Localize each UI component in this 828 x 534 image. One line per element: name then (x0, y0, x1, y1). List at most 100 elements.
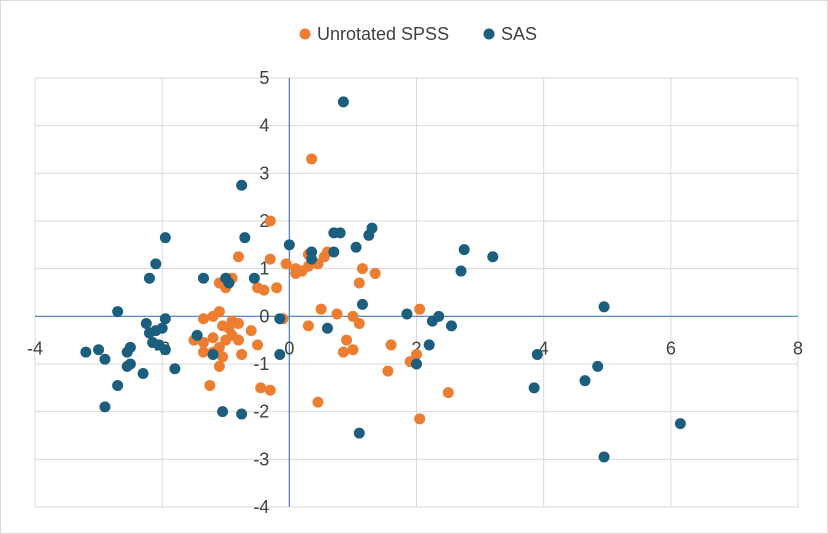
x-tick-label-neg4: -4 (27, 338, 43, 358)
data-point (99, 353, 111, 365)
data-point (445, 320, 457, 332)
y-tick-label-neg1: -1 (253, 354, 269, 374)
data-point (312, 396, 324, 408)
data-point (112, 379, 124, 391)
data-point (353, 427, 365, 439)
data-point (328, 246, 340, 258)
data-point (353, 317, 365, 329)
data-point (414, 303, 426, 315)
data-point (423, 339, 435, 351)
data-point (204, 379, 216, 391)
data-point (331, 308, 343, 320)
data-point (264, 253, 276, 265)
data-point (137, 368, 149, 380)
data-point (283, 239, 295, 251)
data-point (258, 284, 270, 296)
data-point (255, 382, 267, 394)
data-point (290, 267, 302, 279)
data-point (426, 315, 438, 327)
data-point (334, 227, 346, 239)
data-point (121, 346, 133, 358)
data-point (197, 313, 209, 325)
data-point (140, 317, 152, 329)
data-point (264, 215, 276, 227)
legend-marker-sas (483, 28, 495, 40)
legend-label-sas: SAS (501, 24, 537, 44)
y-tick-label-4: 4 (259, 116, 269, 136)
y-tick-label-5: 5 (259, 68, 269, 88)
data-point (356, 298, 368, 310)
x-tick-label-4: 4 (539, 338, 549, 358)
data-point (274, 313, 286, 325)
data-point (306, 153, 318, 165)
data-point (337, 96, 349, 108)
y-tick-label-2: 2 (259, 211, 269, 231)
data-point (347, 344, 359, 356)
y-tick-label-neg3: -3 (253, 449, 269, 469)
data-point (363, 229, 375, 241)
data-point (80, 346, 92, 358)
y-tick-label-3: 3 (259, 163, 269, 183)
data-point (337, 346, 349, 358)
data-point (487, 251, 499, 263)
data-point (411, 358, 422, 370)
y-tick-label-0: 0 (259, 306, 269, 326)
data-point (321, 322, 333, 334)
data-point (592, 360, 604, 372)
data-point (191, 329, 203, 341)
data-point (442, 387, 454, 399)
data-point (245, 325, 257, 337)
data-point (217, 406, 229, 418)
data-point (414, 413, 426, 425)
data-point (99, 401, 111, 413)
data-point (674, 418, 686, 430)
data-point (207, 310, 219, 322)
data-point (382, 365, 394, 377)
data-point (207, 348, 219, 360)
data-point (598, 451, 610, 463)
legend-label-unrotated-spss: Unrotated SPSS (317, 24, 449, 44)
data-point (356, 263, 368, 275)
data-point (156, 322, 168, 334)
data-point (159, 232, 171, 244)
data-point (280, 258, 292, 270)
data-point (236, 179, 248, 191)
data-point (528, 382, 540, 394)
legend-marker-unrotated-spss (299, 28, 311, 40)
data-point (232, 334, 244, 346)
data-points (80, 96, 686, 463)
data-point (223, 277, 235, 289)
data-point (385, 339, 397, 351)
data-point (236, 348, 248, 360)
data-point (315, 303, 327, 315)
data-point (197, 346, 209, 358)
data-point (159, 344, 171, 356)
data-point (207, 332, 219, 344)
x-tick-label-2: 2 (411, 338, 421, 358)
legend: Unrotated SPSS SAS (299, 24, 537, 44)
data-point (197, 337, 209, 349)
data-point (531, 348, 543, 360)
data-point (302, 320, 314, 332)
data-point (121, 360, 133, 372)
data-point (455, 265, 467, 277)
data-point (232, 251, 244, 263)
data-point (411, 348, 422, 360)
data-point (248, 272, 260, 284)
data-point (232, 317, 244, 329)
y-tick-label-neg4: -4 (253, 497, 269, 517)
data-point (150, 258, 162, 270)
data-point (147, 337, 159, 349)
gridlines (34, 77, 799, 508)
data-point (236, 408, 248, 420)
data-point (143, 272, 155, 284)
y-tick-label-neg2: -2 (253, 402, 269, 422)
data-point (264, 384, 276, 396)
data-point (306, 253, 318, 265)
data-point (239, 232, 251, 244)
x-tick-label-0: 0 (284, 338, 294, 358)
data-point (217, 351, 229, 363)
